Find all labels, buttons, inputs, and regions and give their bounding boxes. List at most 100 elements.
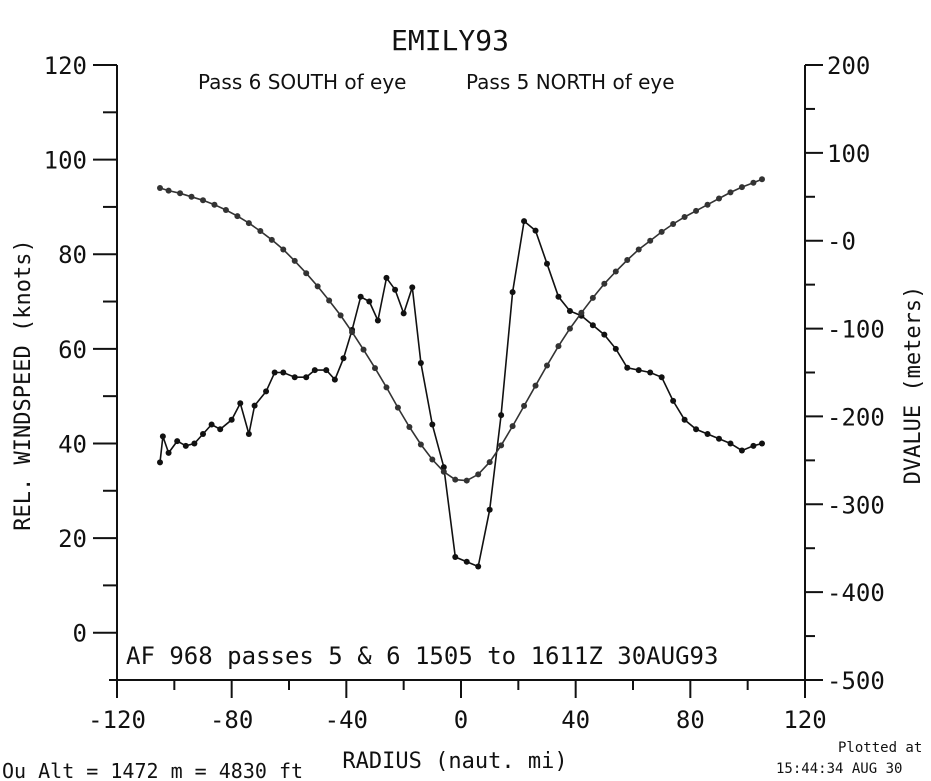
windspeed-point bbox=[417, 360, 424, 367]
dvalue-point bbox=[750, 179, 757, 186]
windspeed-series-line bbox=[159, 219, 763, 568]
dvalue-point bbox=[222, 206, 229, 213]
y2-tick-label: -500 bbox=[827, 667, 885, 695]
windspeed-point bbox=[693, 426, 700, 433]
windspeed-point bbox=[589, 322, 596, 329]
windspeed-point bbox=[532, 227, 539, 234]
x-tick-label: 80 bbox=[676, 706, 705, 734]
dvalue-point bbox=[738, 184, 745, 191]
dvalue-point bbox=[452, 476, 459, 483]
windspeed-point bbox=[383, 274, 390, 281]
y-axis-title: REL. WINDSPEED (knots) bbox=[11, 239, 36, 530]
chart-title: EMILY93 bbox=[391, 24, 509, 57]
dvalue-point bbox=[635, 246, 642, 253]
dvalue-point bbox=[429, 456, 436, 463]
windspeed-point bbox=[392, 286, 399, 293]
windspeed-point bbox=[200, 431, 206, 437]
dvalue-point bbox=[291, 257, 298, 264]
pass-north-label: Pass 5 NORTH of eye bbox=[466, 70, 675, 94]
windspeed-point bbox=[750, 442, 757, 449]
windspeed-point bbox=[217, 426, 224, 433]
plotted-at-label: Plotted at bbox=[838, 740, 922, 756]
windspeed-point bbox=[157, 459, 163, 466]
dvalue-point bbox=[555, 343, 562, 350]
dvalue-point bbox=[245, 220, 252, 227]
windspeed-point bbox=[440, 464, 447, 471]
dvalue-point bbox=[349, 329, 356, 336]
windspeed-point bbox=[340, 355, 347, 362]
dvalue-point bbox=[578, 309, 585, 316]
pass-south-label: Pass 6 SOUTH of eye bbox=[198, 70, 406, 94]
windspeed-point bbox=[544, 260, 550, 267]
dvalue-point bbox=[200, 197, 206, 204]
y-tick-label: 40 bbox=[58, 430, 87, 458]
x-tick-label: 120 bbox=[783, 706, 826, 734]
dvalue-point bbox=[394, 404, 401, 411]
windspeed-point bbox=[452, 554, 459, 560]
y2-tick-label: 200 bbox=[827, 52, 870, 80]
windspeed-point bbox=[311, 367, 318, 374]
x-tick-label: 0 bbox=[454, 706, 468, 734]
windspeed-point bbox=[555, 293, 562, 300]
y2-tick-label: -300 bbox=[827, 491, 885, 519]
windspeed-point bbox=[486, 506, 493, 513]
dvalue-point bbox=[612, 268, 619, 275]
windspeed-point bbox=[191, 440, 198, 447]
windspeed-point bbox=[291, 374, 298, 381]
windspeed-point bbox=[463, 558, 470, 565]
windspeed-point bbox=[509, 289, 516, 296]
windspeed-point bbox=[624, 364, 631, 371]
x-tick-label: 40 bbox=[561, 706, 590, 734]
windspeed-point bbox=[303, 374, 310, 381]
windspeed-point bbox=[759, 440, 765, 447]
windspeed-point bbox=[366, 298, 373, 305]
plotted-time-label: 15:44:34 AUG 30 bbox=[776, 761, 902, 777]
x-tick-label: -80 bbox=[210, 706, 253, 734]
dvalue-point bbox=[566, 325, 573, 332]
axes: -120 -80 -40 0 40 80 120020406080100120-500-40… bbox=[44, 52, 885, 734]
dvalue-point bbox=[440, 468, 447, 475]
x-tick-label: -40 bbox=[325, 706, 368, 734]
dvalue-point bbox=[463, 477, 470, 484]
dvalue-point bbox=[486, 459, 493, 466]
flight-info-label: AF 968 passes 5 & 6 1505 to 1611Z 30AUG9… bbox=[126, 642, 718, 670]
dvalue-point bbox=[693, 207, 700, 214]
windspeed-point bbox=[357, 293, 364, 300]
y-tick-label: 100 bbox=[44, 147, 87, 175]
dvalue-point bbox=[417, 441, 424, 448]
windspeed-point bbox=[251, 402, 258, 409]
dvalue-point bbox=[280, 246, 287, 253]
windspeed-point bbox=[263, 388, 270, 395]
windspeed-point bbox=[331, 376, 338, 383]
y2-tick-label: -200 bbox=[827, 403, 885, 431]
windspeed-point bbox=[566, 308, 573, 314]
windspeed-point bbox=[647, 369, 654, 376]
windspeed-point bbox=[716, 435, 722, 442]
dvalue-point bbox=[624, 257, 631, 264]
dvalue-point bbox=[372, 365, 378, 372]
dvalue-point bbox=[165, 187, 172, 194]
dvalue-point bbox=[544, 362, 550, 369]
dvalue-point bbox=[303, 270, 310, 277]
x-tick-label: -120 bbox=[88, 706, 146, 734]
windspeed-point bbox=[670, 397, 677, 404]
dvalue-point bbox=[704, 201, 711, 208]
dvalue-point bbox=[257, 228, 264, 235]
y2-axis-title: DVALUE (meters) bbox=[901, 286, 926, 485]
windspeed-point bbox=[165, 449, 172, 456]
altitude-label: Ou Alt = 1472 m = 4830 ft bbox=[2, 759, 303, 781]
windspeed-point bbox=[681, 416, 688, 423]
dvalue-point bbox=[759, 176, 765, 183]
dvalue-point bbox=[157, 185, 163, 191]
dvalue-point bbox=[177, 190, 184, 197]
windspeed-point bbox=[237, 400, 244, 407]
y2-tick-label: -400 bbox=[827, 579, 885, 607]
windspeed-point bbox=[208, 421, 215, 428]
y-tick-label: 120 bbox=[44, 52, 87, 80]
windspeed-point bbox=[400, 310, 407, 317]
y-tick-label: 0 bbox=[73, 620, 87, 648]
windspeed-point bbox=[271, 369, 278, 376]
windspeed-point bbox=[429, 421, 436, 428]
windspeed-point bbox=[727, 440, 734, 447]
dvalue-point bbox=[509, 423, 516, 430]
